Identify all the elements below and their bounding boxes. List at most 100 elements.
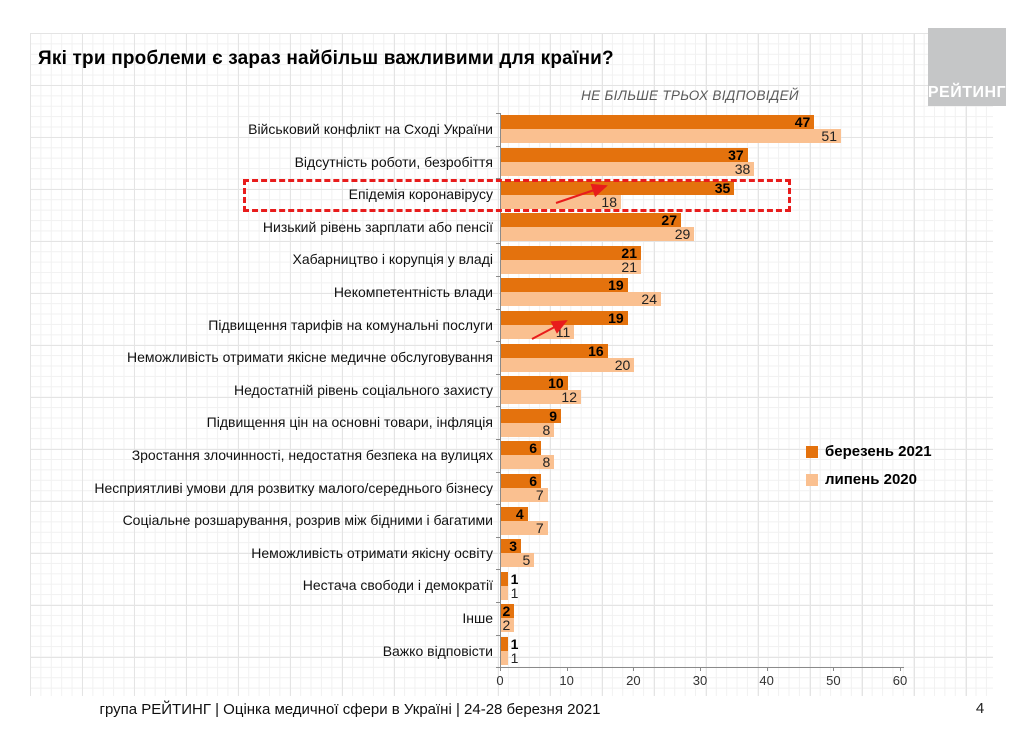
- category-label: Низький рівень зарплати або пенсії: [262, 218, 493, 235]
- footer-text: група РЕЙТИНГ | Оцінка медичної сфери в …: [99, 701, 601, 718]
- y-axis-tick: [496, 439, 500, 440]
- bar-march-2021: [501, 473, 541, 488]
- bar-march-2021: [501, 343, 608, 358]
- rating-group-logo: РЕЙТИНГ: [928, 28, 1006, 106]
- bar-march-2021: [501, 278, 628, 293]
- bar-july-2020: [501, 455, 555, 470]
- bar-march-2021: [501, 213, 681, 228]
- value-label-july: 11: [555, 323, 571, 340]
- bar-march-2021: [501, 441, 541, 456]
- bar-march-2021: [501, 147, 748, 162]
- value-label-march: 9: [549, 407, 557, 424]
- chart-legend: березень 2021 липень 2020: [806, 443, 932, 499]
- x-axis-tick: [700, 667, 701, 672]
- bar-march-2021: [501, 408, 561, 423]
- bar-july-2020: [501, 292, 661, 307]
- y-axis-tick: [496, 569, 500, 571]
- category-label: Неможливість отримати якісне медичне обс…: [126, 349, 493, 366]
- category-label: Підвищення тарифів на комунальні послуги: [208, 316, 493, 333]
- x-axis-tick: [500, 667, 501, 672]
- y-axis-tick: [496, 308, 500, 310]
- value-label-july: 8: [542, 421, 551, 438]
- logo-text: РЕЙТИНГ: [927, 84, 1007, 101]
- category-label: Відсутність роботи, безробіття: [294, 153, 493, 170]
- bar-march-2021: [501, 245, 641, 260]
- category-label: Підвищення цін на основні товари, інфляц…: [206, 414, 493, 431]
- value-label-july: 1: [510, 649, 519, 666]
- value-label-march: 47: [794, 114, 811, 131]
- chart-note: НЕ БІЛЬШЕ ТРЬОХ ВІДПОВІДЕЙ: [581, 88, 799, 103]
- value-label-march: 1: [510, 635, 519, 652]
- y-axis-tick: [496, 178, 500, 180]
- x-axis-tick: [633, 667, 635, 672]
- bar-march-2021: [501, 506, 528, 521]
- value-label-july: 7: [535, 486, 544, 503]
- value-label-march: 2: [502, 603, 511, 620]
- legend-label: березень 2021: [825, 443, 932, 460]
- value-label-july: 20: [614, 356, 631, 373]
- value-label-march: 6: [529, 440, 537, 457]
- bar-july-2020: [501, 487, 548, 502]
- value-label-july: 5: [522, 552, 531, 569]
- value-label-march: 16: [588, 342, 604, 359]
- value-label-july: 8: [542, 454, 551, 471]
- bar-march-2021: [501, 115, 815, 130]
- x-tick-label: 30: [692, 673, 708, 689]
- x-tick-label: 50: [826, 673, 841, 689]
- category-label: Некомпетентність влади: [333, 284, 493, 300]
- category-label: Військовий конфлікт на Сході України: [248, 121, 493, 137]
- x-tick-label: 40: [759, 673, 774, 689]
- value-label-march: 35: [714, 179, 731, 196]
- x-axis-tick: [833, 667, 835, 672]
- value-label-july: 1: [510, 584, 519, 601]
- category-label: Інше: [462, 610, 493, 626]
- bar-july-2020: [501, 520, 548, 535]
- value-label-march: 37: [728, 146, 744, 163]
- value-label-july: 51: [821, 128, 837, 145]
- value-label-march: 10: [548, 375, 564, 392]
- bar-july-2020: [501, 227, 695, 242]
- x-tick-label: 60: [892, 673, 908, 689]
- legend-item: липень 2020: [806, 471, 932, 488]
- y-axis-tick: [496, 602, 500, 603]
- x-axis-tick: [766, 667, 768, 672]
- bar-july-2020: [501, 422, 555, 437]
- bar-july-2020: [501, 259, 641, 274]
- x-axis-tick: [900, 667, 901, 672]
- category-label: Важко відповісти: [382, 642, 493, 659]
- y-axis-tick: [496, 634, 500, 636]
- value-label-march: 4: [515, 505, 524, 522]
- legend-label: липень 2020: [825, 471, 917, 488]
- category-label: Хабарництво і корупція у владі: [292, 251, 493, 268]
- y-axis-tick: [496, 536, 500, 538]
- bar-july-2020: [501, 129, 841, 144]
- y-axis-tick: [496, 341, 500, 343]
- y-axis-tick: [496, 373, 500, 375]
- value-label-july: 7: [535, 519, 544, 536]
- value-label-march: 1: [510, 570, 519, 587]
- y-axis: [500, 113, 501, 668]
- bar-july-2020: [501, 553, 535, 568]
- y-axis-tick: [496, 276, 500, 277]
- y-axis-tick: [496, 145, 500, 147]
- legend-swatch: [806, 445, 818, 458]
- value-label-july: 12: [561, 389, 577, 406]
- category-label: Епідемія коронавірусу: [348, 186, 493, 203]
- category-label: Неможливість отримати якісну освіту: [251, 544, 493, 561]
- x-tick-label: 10: [559, 673, 574, 689]
- y-axis-tick: [496, 113, 500, 114]
- value-label-july: 24: [641, 291, 657, 308]
- page-number: 4: [975, 700, 985, 717]
- category-label: Недостатній рівень соціального захисту: [233, 381, 493, 398]
- bar-march-2021: [501, 604, 515, 619]
- y-axis-tick: [496, 406, 500, 408]
- legend-swatch: [806, 473, 818, 486]
- x-tick-label: 0: [496, 673, 504, 689]
- category-label: Нестача свободи і демократії: [302, 577, 493, 594]
- bar-july-2020: [501, 390, 581, 405]
- x-tick-label: 20: [626, 673, 641, 689]
- value-label-march: 3: [509, 538, 517, 555]
- value-label-july: 38: [734, 160, 751, 177]
- x-axis-tick: [566, 667, 568, 672]
